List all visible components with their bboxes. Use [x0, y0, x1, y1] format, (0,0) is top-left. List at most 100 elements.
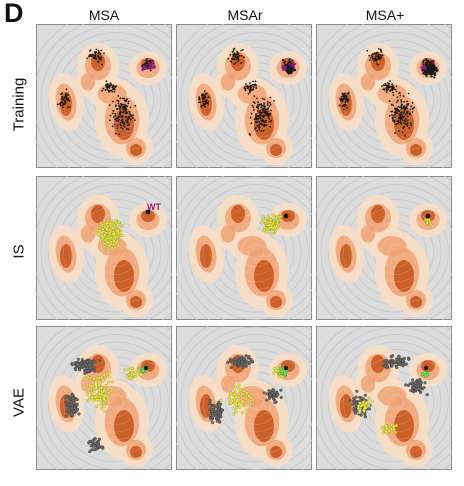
sample-point	[340, 98, 343, 100]
sample-point	[362, 409, 366, 413]
sample-point	[99, 239, 102, 243]
column-header-msar: MSAr	[227, 7, 263, 23]
sample-point	[141, 369, 145, 373]
sample-point	[372, 57, 375, 60]
sample-point	[276, 393, 280, 397]
wt-marker	[425, 213, 431, 219]
sample-point	[240, 49, 243, 52]
sample-point	[342, 99, 344, 101]
sample-point	[126, 117, 129, 119]
density-peak	[254, 410, 274, 442]
sample-point	[408, 382, 412, 386]
sample-point	[117, 95, 120, 97]
sample-point	[341, 105, 344, 107]
sample-point	[123, 99, 126, 102]
contour-ring	[188, 184, 312, 320]
sample-point	[212, 403, 216, 407]
sample-point	[259, 117, 262, 120]
sample-point	[64, 409, 68, 413]
sample-point	[149, 69, 152, 72]
sample-point	[392, 91, 394, 94]
sample-point	[122, 116, 124, 118]
sample-point	[127, 122, 129, 124]
contour-ring	[343, 199, 449, 305]
sample-point	[65, 402, 69, 406]
sample-point	[233, 63, 235, 65]
sample-point	[262, 119, 264, 121]
sample-point	[125, 100, 128, 103]
sample-point	[218, 420, 222, 424]
sample-point	[257, 116, 260, 118]
sample-point	[125, 111, 128, 113]
sample-point	[387, 84, 390, 87]
sample-point	[70, 403, 74, 407]
sample-point	[379, 54, 382, 57]
sample-point	[75, 398, 79, 402]
sample-point	[245, 391, 249, 395]
sample-point	[235, 406, 239, 410]
sample-point	[240, 401, 244, 405]
sample-point	[385, 364, 390, 368]
sample-point	[119, 241, 123, 245]
sample-point	[103, 52, 105, 55]
sample-point	[247, 354, 251, 359]
sample-point	[400, 123, 403, 125]
sample-point	[67, 411, 72, 415]
contour-ring	[48, 184, 172, 320]
sample-point	[425, 59, 428, 62]
sample-point	[371, 53, 374, 55]
sample-point	[430, 75, 433, 78]
sample-point	[246, 85, 249, 87]
sample-point	[254, 126, 257, 129]
sample-point	[229, 365, 233, 370]
sample-point	[94, 54, 97, 57]
sample-point	[89, 49, 92, 51]
sample-point	[98, 392, 102, 396]
sample-point	[276, 218, 280, 222]
panel-vae-msa-plus	[316, 326, 452, 470]
sample-point	[84, 363, 88, 367]
sample-point	[348, 91, 350, 94]
sample-point	[431, 65, 434, 68]
sample-point	[237, 52, 239, 54]
sample-point	[401, 359, 405, 363]
sample-point	[108, 119, 111, 122]
sample-point	[409, 112, 411, 115]
sample-point	[203, 97, 205, 99]
sample-point	[116, 108, 118, 111]
sample-point	[244, 397, 248, 401]
density-region	[220, 225, 236, 243]
sample-point	[101, 89, 103, 92]
sample-point	[391, 86, 394, 89]
sample-point	[110, 380, 114, 384]
density-plot	[36, 326, 172, 470]
contour-ring	[85, 69, 147, 131]
sample-point	[360, 396, 364, 400]
sample-point	[233, 385, 237, 389]
row-label-vae: VAE	[10, 388, 28, 417]
sample-point	[252, 101, 255, 103]
contour-ring	[210, 356, 302, 448]
sample-point	[229, 392, 233, 396]
contour-ring	[358, 214, 434, 290]
sample-point	[256, 124, 259, 127]
sample-point	[97, 437, 102, 441]
sample-point	[97, 388, 101, 392]
sample-point	[256, 118, 258, 121]
sample-point	[262, 391, 266, 395]
sample-point	[104, 89, 107, 91]
sample-point	[124, 119, 127, 122]
contour-ring	[70, 206, 162, 298]
contour-ring	[358, 62, 434, 138]
sample-point	[271, 213, 275, 217]
sample-point	[263, 107, 266, 109]
contour-ring	[180, 326, 312, 470]
sample-point	[238, 405, 242, 409]
contour-ring	[195, 39, 312, 161]
sample-point	[429, 223, 433, 226]
sample-point	[388, 100, 391, 102]
sample-point	[113, 90, 116, 93]
sample-point	[241, 411, 245, 415]
contour-ring	[373, 229, 419, 275]
density-peak	[340, 394, 352, 418]
